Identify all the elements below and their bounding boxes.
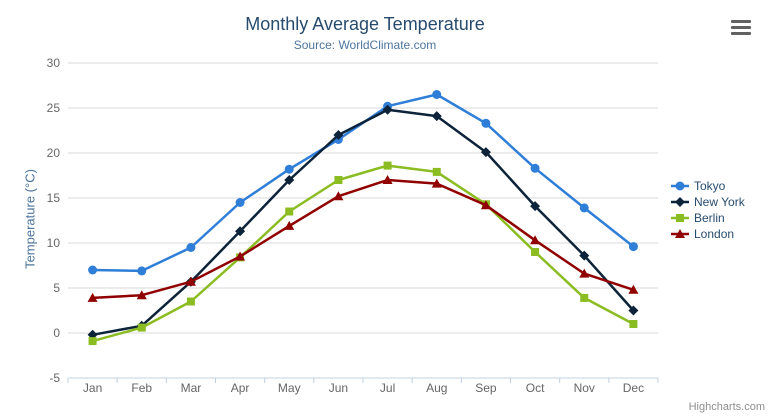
x-tick-label: May — [278, 381, 301, 395]
legend-item-new-york[interactable]: New York — [671, 194, 745, 210]
legend-item-berlin[interactable]: Berlin — [671, 210, 745, 226]
y-tick-label: 20 — [47, 146, 61, 160]
marker-tokyo-9[interactable] — [530, 163, 540, 173]
marker-london-1[interactable] — [136, 290, 147, 300]
marker-london-6[interactable] — [382, 175, 393, 184]
legend-marker-new-york[interactable] — [675, 197, 685, 207]
legend-item-tokyo[interactable]: Tokyo — [671, 178, 745, 194]
legend-item-london[interactable]: London — [671, 226, 745, 242]
marker-new-york-3[interactable] — [235, 226, 246, 237]
series-line-london[interactable] — [91, 178, 635, 300]
marker-london-3[interactable] — [235, 251, 246, 261]
marker-tokyo-3[interactable] — [235, 198, 245, 207]
marker-berlin-0[interactable] — [88, 337, 97, 346]
hamburger-icon[interactable] — [731, 20, 751, 36]
marker-london-4[interactable] — [284, 220, 295, 230]
marker-tokyo-0[interactable] — [88, 265, 98, 275]
marker-tokyo-1[interactable] — [137, 266, 147, 276]
marker-berlin-2[interactable] — [186, 297, 195, 306]
marker-london-11[interactable] — [628, 284, 639, 294]
marker-berlin-5[interactable] — [334, 176, 343, 184]
y-tick-label: 25 — [47, 101, 61, 115]
marker-berlin-11[interactable] — [629, 320, 638, 328]
series-line-berlin[interactable] — [91, 164, 635, 343]
legend-marker-tokyo[interactable] — [675, 181, 685, 191]
marker-london-5[interactable] — [333, 191, 344, 201]
marker-new-york-6[interactable] — [382, 104, 393, 115]
series-tokyo[interactable] — [88, 90, 638, 276]
marker-london-0[interactable] — [87, 292, 98, 302]
marker-new-york-5[interactable] — [333, 130, 344, 140]
marker-london-9[interactable] — [530, 235, 541, 245]
legend: Tokyo New York Berlin London — [671, 178, 745, 242]
y-tick-label: 0 — [53, 326, 60, 340]
marker-tokyo-7[interactable] — [432, 90, 442, 99]
x-tick-label: Nov — [574, 381, 595, 395]
marker-london-10[interactable] — [579, 268, 590, 278]
x-tick-label: Dec — [623, 381, 644, 395]
credits-link[interactable]: Highcharts.com — [688, 401, 765, 413]
x-tick-label: Jan — [83, 381, 102, 395]
y-tick-label: 15 — [47, 191, 61, 205]
x-tick-label: Aug — [426, 381, 447, 395]
marker-new-york-9[interactable] — [530, 201, 541, 212]
marker-new-york-7[interactable] — [431, 111, 442, 122]
x-tick-label: Apr — [231, 381, 250, 395]
marker-london-8[interactable] — [480, 200, 491, 210]
chart-title: Monthly Average Temperature — [245, 14, 485, 34]
square-icon — [671, 214, 689, 222]
marker-berlin-7[interactable] — [432, 167, 441, 176]
x-tick-label: Jun — [329, 381, 348, 395]
chart-subtitle: Source: WorldClimate.com — [293, 38, 437, 52]
legend-label: Berlin — [694, 211, 725, 225]
series-london[interactable] — [87, 175, 639, 302]
y-tick-label: 10 — [47, 236, 61, 250]
legend-label: London — [694, 227, 735, 241]
marker-new-york-10[interactable] — [579, 250, 590, 261]
marker-tokyo-2[interactable] — [186, 243, 196, 252]
series-berlin[interactable] — [88, 161, 638, 346]
marker-london-2[interactable] — [185, 276, 196, 286]
marker-tokyo-10[interactable] — [579, 203, 589, 213]
marker-berlin-10[interactable] — [580, 293, 589, 302]
marker-tokyo-8[interactable] — [481, 118, 491, 128]
marker-london-7[interactable] — [431, 178, 442, 188]
marker-tokyo-11[interactable] — [628, 242, 638, 252]
circle-icon — [671, 181, 689, 191]
legend-marker-london[interactable] — [675, 229, 685, 238]
marker-berlin-6[interactable] — [383, 161, 392, 170]
x-tick-label: Oct — [526, 381, 545, 395]
x-tick-label: Mar — [181, 381, 202, 395]
y-axis-title: Temperature (°C) — [22, 169, 38, 269]
x-tick-label: Jul — [380, 381, 395, 395]
x-tick-label: Feb — [131, 381, 152, 395]
series-new-york[interactable] — [87, 104, 639, 340]
marker-berlin-1[interactable] — [137, 323, 146, 332]
marker-berlin-9[interactable] — [531, 248, 540, 256]
marker-new-york-4[interactable] — [284, 175, 295, 185]
y-tick-label: 30 — [47, 56, 61, 70]
marker-tokyo-4[interactable] — [284, 164, 294, 174]
marker-new-york-11[interactable] — [628, 305, 639, 316]
y-tick-label: 5 — [53, 281, 60, 295]
y-tick-label: -5 — [49, 371, 60, 385]
x-tick-label: Sep — [475, 381, 497, 395]
legend-label: New York — [694, 195, 745, 209]
legend-marker-berlin[interactable] — [676, 214, 684, 222]
diamond-icon — [671, 197, 689, 207]
series-line-tokyo[interactable] — [91, 93, 635, 273]
series-line-new-york[interactable] — [91, 108, 635, 337]
marker-new-york-8[interactable] — [480, 147, 491, 158]
marker-berlin-4[interactable] — [285, 207, 294, 216]
legend-label: Tokyo — [694, 179, 726, 193]
triangle-icon — [671, 229, 689, 238]
